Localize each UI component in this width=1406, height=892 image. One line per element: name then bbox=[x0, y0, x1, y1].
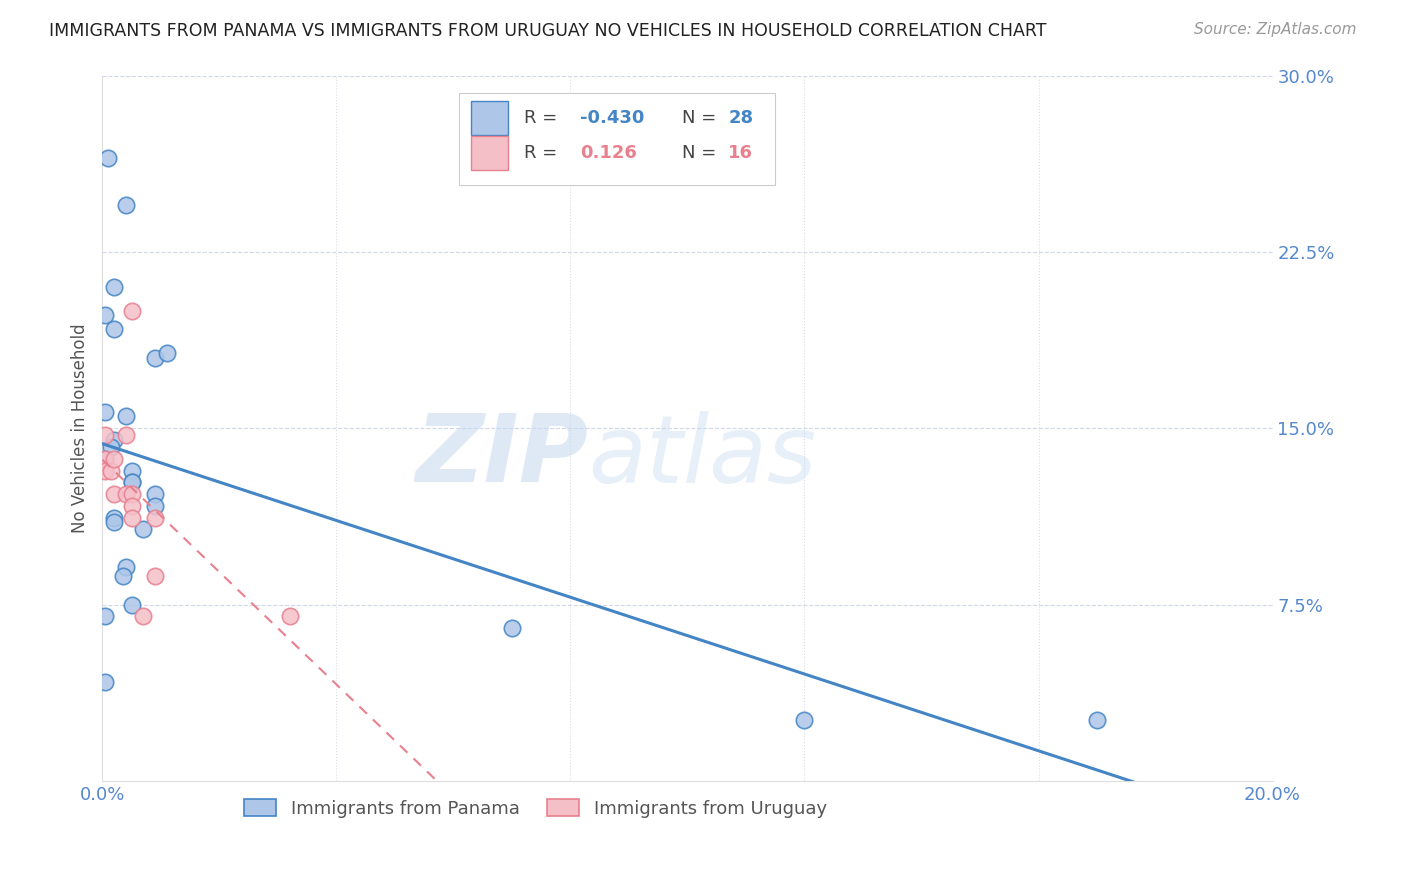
Point bbox=[94, 609, 117, 624]
Point bbox=[1085, 713, 1108, 727]
Text: atlas: atlas bbox=[588, 411, 817, 502]
Point bbox=[103, 280, 125, 294]
Point bbox=[501, 621, 523, 635]
Point bbox=[143, 569, 166, 583]
Point bbox=[143, 499, 166, 513]
Text: R =: R = bbox=[523, 145, 562, 162]
FancyBboxPatch shape bbox=[471, 101, 509, 135]
Text: R =: R = bbox=[523, 109, 562, 127]
Point bbox=[94, 309, 117, 323]
Text: -0.430: -0.430 bbox=[579, 109, 644, 127]
Point bbox=[278, 609, 301, 624]
FancyBboxPatch shape bbox=[471, 136, 509, 170]
Text: Source: ZipAtlas.com: Source: ZipAtlas.com bbox=[1194, 22, 1357, 37]
Point bbox=[94, 451, 117, 466]
Point bbox=[121, 475, 143, 490]
FancyBboxPatch shape bbox=[460, 93, 775, 185]
Point bbox=[94, 428, 117, 442]
Point bbox=[793, 713, 815, 727]
Point bbox=[103, 516, 125, 530]
Point bbox=[121, 510, 143, 524]
Point bbox=[94, 451, 117, 466]
Text: 0.126: 0.126 bbox=[579, 145, 637, 162]
Point bbox=[132, 609, 155, 624]
Text: 28: 28 bbox=[728, 109, 754, 127]
Point bbox=[121, 475, 143, 490]
Point bbox=[114, 409, 136, 424]
Text: N =: N = bbox=[682, 145, 721, 162]
Point bbox=[121, 598, 143, 612]
Text: 16: 16 bbox=[728, 145, 754, 162]
Point bbox=[103, 510, 125, 524]
Point bbox=[121, 464, 143, 478]
Text: N =: N = bbox=[682, 109, 721, 127]
Point bbox=[114, 487, 136, 501]
Point bbox=[100, 440, 122, 454]
Text: IMMIGRANTS FROM PANAMA VS IMMIGRANTS FROM URUGUAY NO VEHICLES IN HOUSEHOLD CORRE: IMMIGRANTS FROM PANAMA VS IMMIGRANTS FRO… bbox=[49, 22, 1046, 40]
Point bbox=[143, 510, 166, 524]
Point bbox=[114, 198, 136, 212]
Point bbox=[94, 675, 117, 690]
Point bbox=[94, 464, 117, 478]
Point bbox=[143, 351, 166, 365]
Point bbox=[121, 499, 143, 513]
Point bbox=[156, 346, 179, 360]
Point bbox=[103, 451, 125, 466]
Point bbox=[103, 322, 125, 336]
Point bbox=[121, 303, 143, 318]
Point bbox=[143, 487, 166, 501]
Y-axis label: No Vehicles in Household: No Vehicles in Household bbox=[72, 324, 89, 533]
Point bbox=[114, 428, 136, 442]
Text: ZIP: ZIP bbox=[415, 410, 588, 502]
Point bbox=[97, 151, 120, 165]
Point bbox=[103, 487, 125, 501]
Point bbox=[111, 569, 134, 583]
Point bbox=[94, 405, 117, 419]
Point bbox=[121, 487, 143, 501]
Legend: Immigrants from Panama, Immigrants from Uruguay: Immigrants from Panama, Immigrants from … bbox=[236, 791, 834, 825]
Point bbox=[132, 522, 155, 536]
Point bbox=[100, 464, 122, 478]
Point bbox=[114, 560, 136, 574]
Point bbox=[103, 433, 125, 447]
